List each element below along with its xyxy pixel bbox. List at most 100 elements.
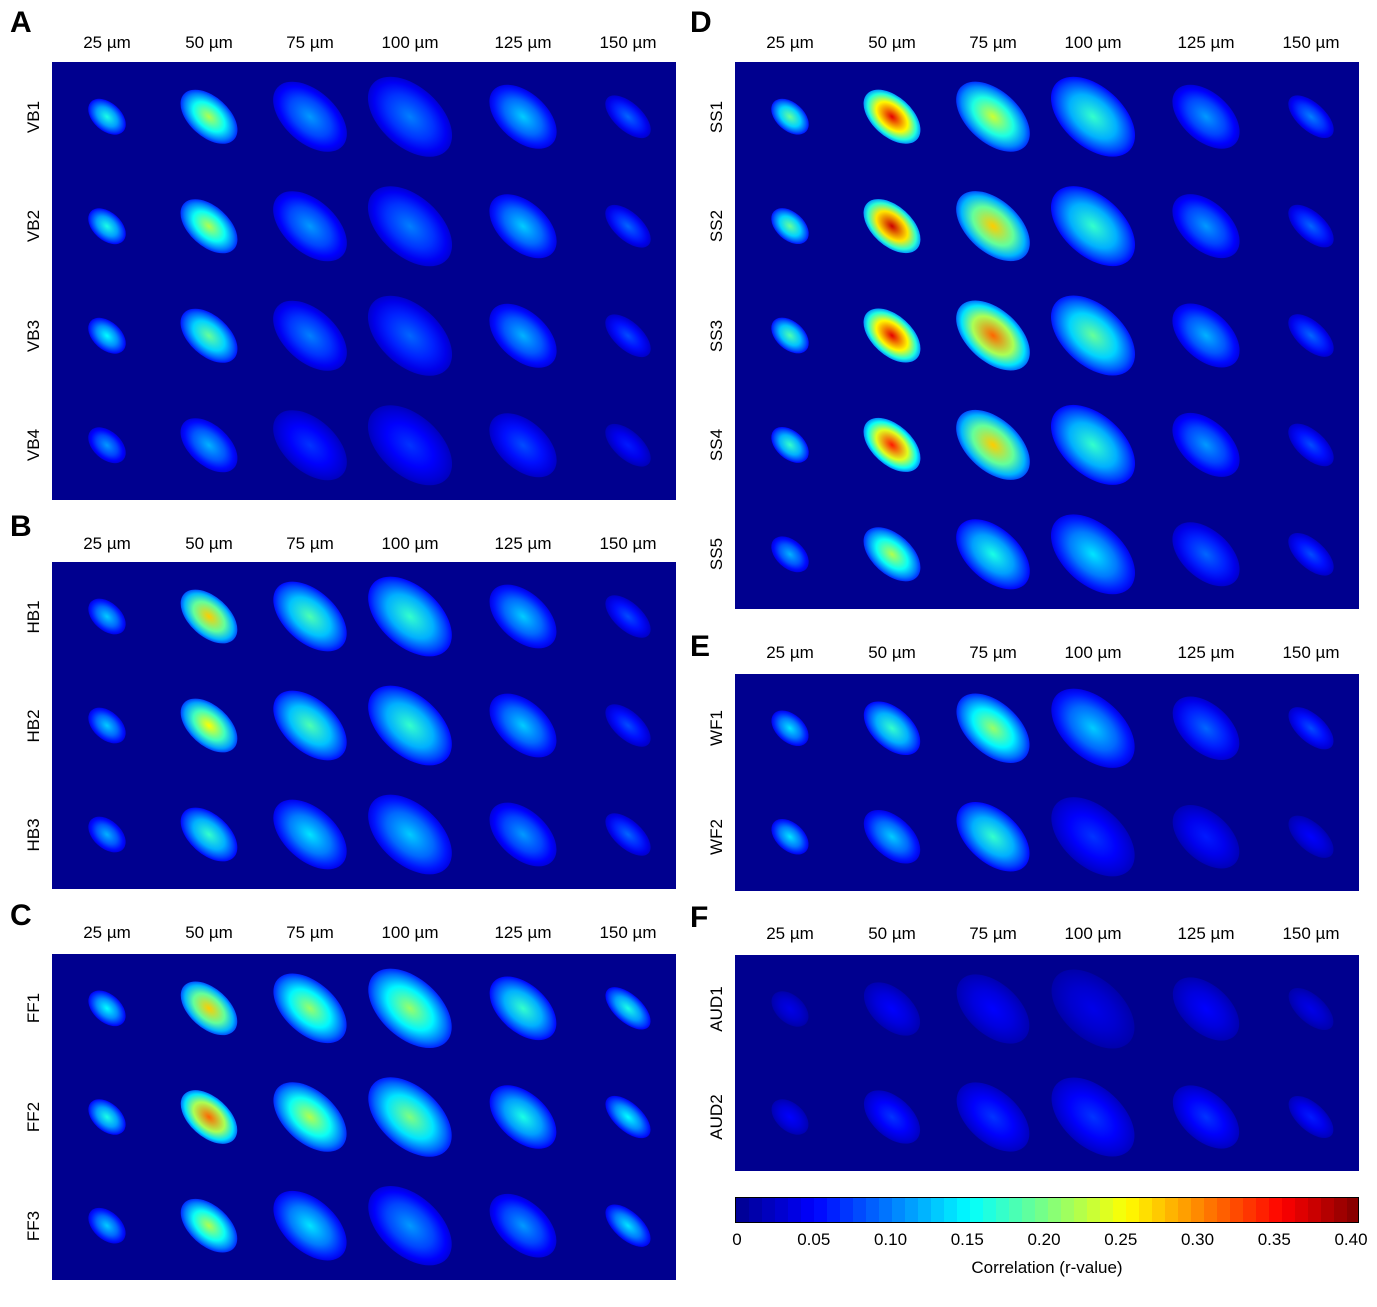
colorbar-segment: [1074, 1198, 1088, 1224]
heatmap-cell: [273, 1190, 347, 1261]
heatmap-cell: [1051, 969, 1135, 1049]
column-label: 25 µm: [766, 643, 814, 662]
heatmap-cell: [956, 802, 1030, 872]
column-label: 75 µm: [286, 534, 334, 553]
colorbar-segment: [918, 1198, 932, 1224]
colorbar-segment: [827, 1198, 841, 1224]
heatmap-cell: [273, 973, 347, 1044]
heatmap-cell: [863, 308, 921, 363]
column-label: 125 µm: [494, 923, 552, 942]
row-label: SS2: [707, 210, 726, 243]
heatmap-svg: [771, 688, 1334, 877]
row-label: SS1: [707, 100, 726, 133]
heatmap-cell: [1172, 1085, 1240, 1149]
heatmap-cell: [1172, 412, 1240, 477]
colorbar-tick-label: 0.10: [873, 1230, 908, 1249]
colorbar-segment: [1165, 1198, 1179, 1224]
column-label: 75 µm: [969, 924, 1017, 943]
heatmap-cell: [771, 426, 809, 463]
heatmap-cell: [88, 98, 126, 135]
colorbar-segment: [1230, 1198, 1244, 1224]
heatmap-cell: [863, 527, 921, 582]
heatmap-cell: [489, 1193, 557, 1258]
panel-letter: A: [10, 6, 32, 39]
heatmap-cell: [771, 991, 809, 1027]
heatmap-cell: [273, 300, 347, 371]
heatmap-svg: [88, 576, 651, 875]
heatmap-cell: [956, 409, 1030, 480]
row-label: HB3: [24, 817, 43, 852]
heatmap-cell: [1288, 815, 1334, 858]
column-label: 100 µm: [1064, 33, 1122, 52]
colorbar-segment: [970, 1198, 984, 1224]
heatmap-cell: [489, 303, 557, 368]
colorbar-segment: [801, 1198, 815, 1224]
heatmap-cell: [863, 982, 921, 1036]
heatmap-plot: [735, 955, 1359, 1171]
heatmap-plot: [52, 954, 676, 1280]
heatmap-plot: [52, 562, 676, 889]
colorbar-segment: [957, 1198, 971, 1224]
column-label: 125 µm: [1177, 33, 1235, 52]
heatmap-cell: [956, 300, 1030, 371]
colorbar-segment: [775, 1198, 789, 1224]
column-label: 150 µm: [599, 534, 657, 553]
colorbar-gradient: [735, 1197, 1361, 1224]
heatmap-cell: [489, 976, 557, 1041]
column-label: 100 µm: [1064, 924, 1122, 943]
heatmap-cell: [273, 191, 347, 262]
heatmap-cell: [88, 707, 126, 744]
row-label: VB2: [24, 210, 43, 243]
heatmap-cell: [180, 199, 238, 254]
heatmap-cell: [771, 536, 809, 573]
heatmap-cell: [1172, 522, 1240, 587]
heatmap-cell: [489, 1085, 557, 1149]
heatmap-cell: [1288, 314, 1334, 357]
colorbar-segment: [840, 1198, 854, 1224]
heatmap-cell: [273, 1082, 347, 1152]
row-label: VB4: [24, 429, 43, 462]
row-label: AUD1: [707, 986, 726, 1032]
column-label: 150 µm: [1282, 924, 1340, 943]
heatmap-cell: [1051, 688, 1135, 768]
heatmap-cell: [489, 413, 557, 478]
heatmap-cell: [956, 693, 1030, 763]
heatmap-cell: [1050, 76, 1136, 157]
column-label: 50 µm: [868, 643, 916, 662]
heatmap-cell: [605, 704, 651, 747]
column-label: 100 µm: [381, 534, 439, 553]
heatmap-cell: [489, 802, 557, 867]
heatmap-cell: [1172, 84, 1240, 149]
heatmap-cell: [1172, 303, 1240, 368]
colorbar-segment: [1282, 1198, 1296, 1224]
colorbar-tick-label: 0.40: [1334, 1230, 1368, 1249]
heatmap-cell: [180, 1198, 238, 1253]
colorbar-segment: [944, 1198, 958, 1224]
row-label: HB1: [24, 599, 43, 634]
colorbar-segment: [1087, 1198, 1101, 1224]
row-label: HB2: [24, 708, 43, 743]
heatmap-cell: [180, 308, 238, 363]
colorbar-segment: [1204, 1198, 1218, 1224]
column-label: 50 µm: [868, 33, 916, 52]
heatmap-svg: [771, 969, 1334, 1157]
colorbar-segment: [1334, 1198, 1348, 1224]
heatmap-cell: [88, 208, 126, 245]
colorbar-tick-label: 0.35: [1257, 1230, 1291, 1249]
colorbar-segment: [1191, 1198, 1205, 1224]
column-label: 100 µm: [381, 923, 439, 942]
colorbar-tick-label: 0.30: [1180, 1230, 1215, 1249]
heatmap-svg: [771, 76, 1334, 595]
colorbar-segment: [814, 1198, 828, 1224]
colorbar: [735, 1197, 1361, 1224]
panel-letter: F: [690, 901, 709, 934]
heatmap-cell: [1288, 707, 1334, 750]
heatmap-cell: [771, 1099, 809, 1135]
row-label: AUD2: [707, 1094, 726, 1140]
column-label: 150 µm: [1282, 33, 1340, 52]
column-label: 50 µm: [185, 923, 233, 942]
column-label: 125 µm: [494, 534, 552, 553]
heatmap-cell: [771, 818, 809, 855]
heatmap-cell: [368, 968, 452, 1049]
row-label: VB1: [24, 100, 43, 133]
